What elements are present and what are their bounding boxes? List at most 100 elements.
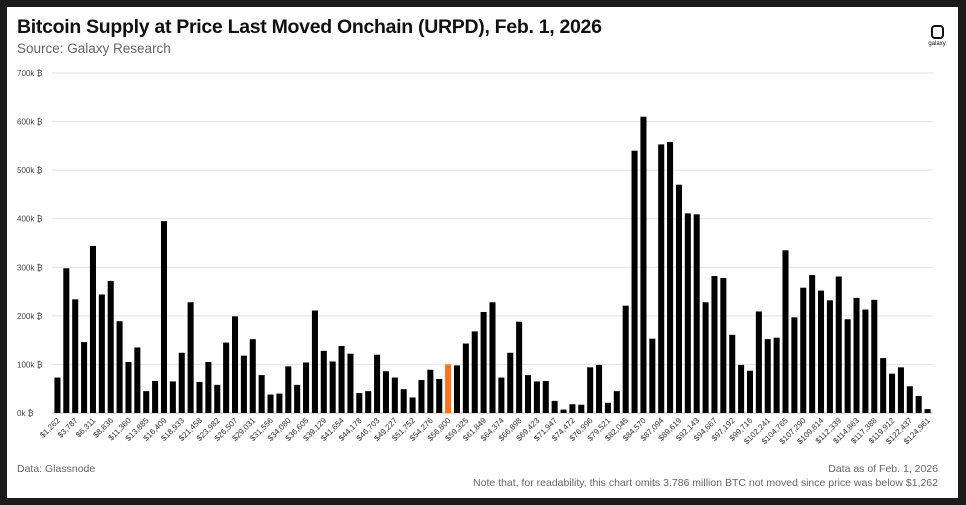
bar xyxy=(107,280,114,413)
y-tick-label: 300k ₿ xyxy=(17,263,43,272)
bar xyxy=(356,393,363,413)
bar xyxy=(187,302,194,413)
bar xyxy=(915,396,922,413)
bar xyxy=(365,391,372,413)
galaxy-logo-icon xyxy=(930,25,944,39)
bar xyxy=(223,342,230,413)
bar xyxy=(746,370,754,413)
bar xyxy=(800,287,807,413)
bar xyxy=(516,321,523,413)
bar xyxy=(152,380,159,413)
bar xyxy=(622,305,629,413)
chart-title: Bitcoin Supply at Price Last Moved Oncha… xyxy=(17,16,602,38)
y-tick-label: 100k ₿ xyxy=(17,360,43,369)
bar xyxy=(276,393,283,413)
bar xyxy=(853,297,860,413)
bar xyxy=(613,391,620,413)
bar xyxy=(809,275,816,413)
bar xyxy=(569,404,576,413)
bar xyxy=(329,361,336,413)
data-source-note: Data: Glassnode xyxy=(17,463,96,475)
bar xyxy=(489,302,496,413)
bar xyxy=(711,276,718,413)
bar xyxy=(462,343,469,413)
bar xyxy=(196,381,203,413)
bar xyxy=(693,214,700,413)
bar xyxy=(143,391,150,413)
bar xyxy=(684,213,691,413)
bar xyxy=(311,310,318,413)
bar xyxy=(285,366,292,413)
y-tick-label: 700k ₿ xyxy=(17,69,43,78)
bar xyxy=(844,319,851,413)
bar xyxy=(382,371,389,413)
y-tick-label: 500k ₿ xyxy=(17,166,43,175)
bar xyxy=(826,300,833,413)
bar xyxy=(640,116,647,414)
bar xyxy=(436,379,443,413)
galaxy-logo-text: galaxy xyxy=(928,41,946,47)
bar xyxy=(773,337,780,413)
bar xyxy=(604,402,611,413)
readability-note: Note that, for readability, this chart o… xyxy=(473,477,938,489)
bar xyxy=(89,245,96,413)
bar xyxy=(675,184,682,413)
bar-current-price xyxy=(445,364,452,413)
bar xyxy=(453,365,461,413)
bar xyxy=(471,331,478,413)
bar xyxy=(81,342,88,413)
bar xyxy=(400,389,407,413)
bar xyxy=(178,352,185,413)
bar xyxy=(169,381,176,413)
bar xyxy=(240,355,247,413)
bar xyxy=(862,309,869,413)
bar xyxy=(924,409,931,413)
bar xyxy=(232,316,239,413)
bar xyxy=(347,353,354,413)
bar xyxy=(897,367,904,413)
bar xyxy=(631,150,638,413)
bar xyxy=(791,317,798,413)
y-axis-ticks: 0k ₿ 100k ₿ 200k ₿ 300k ₿ 400k ₿ 500k ₿ 600k ₿… xyxy=(17,69,43,418)
bar xyxy=(649,338,656,413)
bar xyxy=(294,384,301,413)
bar xyxy=(596,364,603,413)
bar xyxy=(880,358,887,413)
bar xyxy=(906,386,913,413)
y-tick-label: 200k ₿ xyxy=(17,312,43,321)
bars xyxy=(54,116,931,414)
bar xyxy=(729,334,736,413)
y-tick-label: 0k ₿ xyxy=(17,409,34,418)
bar xyxy=(542,380,549,413)
data-date-note: Data as of Feb. 1, 2026 xyxy=(828,463,938,475)
bar xyxy=(658,144,665,413)
galaxy-logo: galaxy xyxy=(928,25,946,47)
bar xyxy=(214,384,221,413)
bar xyxy=(507,352,514,413)
y-tick-label: 600k ₿ xyxy=(17,118,43,127)
bar xyxy=(54,377,61,413)
chart-subtitle: Source: Galaxy Research xyxy=(17,41,171,56)
bar xyxy=(480,311,487,413)
bar xyxy=(427,369,434,413)
bar xyxy=(525,375,532,413)
bar xyxy=(409,397,416,413)
bar xyxy=(125,362,132,413)
bar xyxy=(374,354,381,413)
bar xyxy=(738,364,745,413)
bar xyxy=(835,276,842,413)
bar xyxy=(498,377,505,413)
bar xyxy=(720,277,727,413)
bar xyxy=(116,321,123,413)
y-tick-label: 400k ₿ xyxy=(17,215,43,224)
bar xyxy=(667,141,674,413)
bar xyxy=(587,367,594,413)
bar xyxy=(755,311,762,413)
bar xyxy=(267,394,274,413)
bar xyxy=(818,290,825,413)
bar xyxy=(889,373,896,413)
bar xyxy=(72,299,79,413)
bar xyxy=(63,268,70,413)
bar xyxy=(782,250,789,413)
